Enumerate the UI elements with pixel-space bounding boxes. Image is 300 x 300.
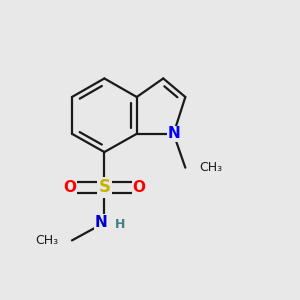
Text: N: N (95, 215, 108, 230)
Text: CH₃: CH₃ (200, 161, 223, 174)
Text: CH₃: CH₃ (36, 234, 59, 247)
Text: N: N (168, 126, 181, 141)
Text: S: S (98, 178, 110, 196)
Text: H: H (116, 218, 126, 231)
Text: O: O (133, 180, 146, 195)
Text: O: O (63, 180, 76, 195)
